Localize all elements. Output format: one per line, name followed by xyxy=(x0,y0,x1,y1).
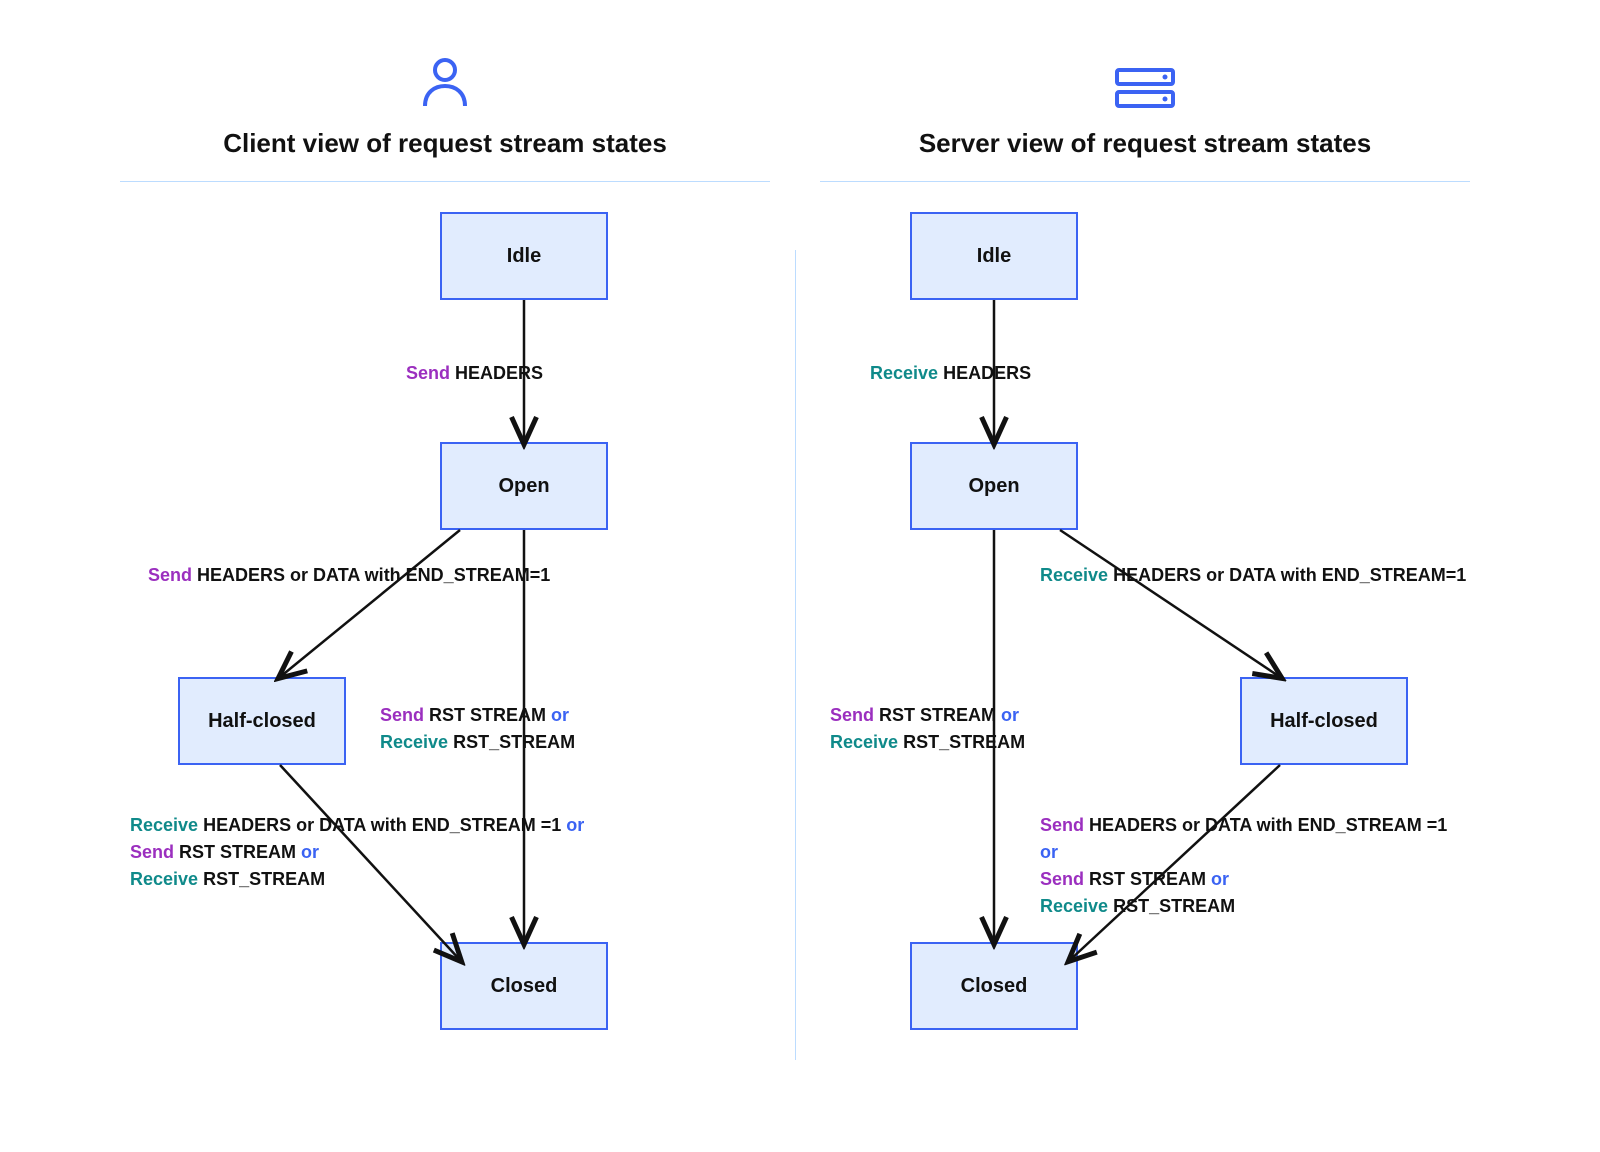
server-panel: Server view of request stream states Idl… xyxy=(820,40,1470,1042)
vertical-divider xyxy=(795,250,796,1060)
state-node-half: Half-closed xyxy=(178,677,346,765)
server-icon-wrap xyxy=(820,40,1470,110)
state-node-closed: Closed xyxy=(910,942,1078,1030)
state-node-closed: Closed xyxy=(440,942,608,1030)
edge-open-half xyxy=(1060,530,1280,677)
diagram-container: Client view of request stream states Idl… xyxy=(120,40,1480,1100)
client-title: Client view of request stream states xyxy=(120,128,770,182)
client-panel: Client view of request stream states Idl… xyxy=(120,40,770,1042)
edge-label-l1: Receive HEADERS xyxy=(870,360,1031,387)
edge-label-l4: Send HEADERS or DATA with END_STREAM =1 … xyxy=(1040,812,1470,920)
client-icon-wrap xyxy=(120,40,770,110)
state-node-half: Half-closed xyxy=(1240,677,1408,765)
edge-label-l4: Receive HEADERS or DATA with END_STREAM … xyxy=(130,812,584,893)
edge-label-l2: Send HEADERS or DATA with END_STREAM=1 xyxy=(148,562,550,589)
state-node-open: Open xyxy=(910,442,1078,530)
server-flow: Idle Open Half-closed Closed Receive HEADERS… xyxy=(820,182,1470,1042)
arrows-layer xyxy=(120,182,770,1042)
server-title: Server view of request stream states xyxy=(820,128,1470,182)
state-node-idle: Idle xyxy=(440,212,608,300)
edge-label-l1: Send HEADERS xyxy=(406,360,543,387)
server-icon xyxy=(1113,66,1177,110)
user-icon xyxy=(417,54,473,110)
client-flow: Idle Open Half-closed Closed Send HEADERS Sen… xyxy=(120,182,770,1042)
edge-open-half xyxy=(280,530,460,677)
edge-label-l2: Receive HEADERS or DATA with END_STREAM=… xyxy=(1040,562,1466,589)
state-node-idle: Idle xyxy=(910,212,1078,300)
edge-label-l3: Send RST STREAM orReceive RST_STREAM xyxy=(830,702,1025,756)
state-node-open: Open xyxy=(440,442,608,530)
edge-label-l3: Send RST STREAM orReceive RST_STREAM xyxy=(380,702,575,756)
